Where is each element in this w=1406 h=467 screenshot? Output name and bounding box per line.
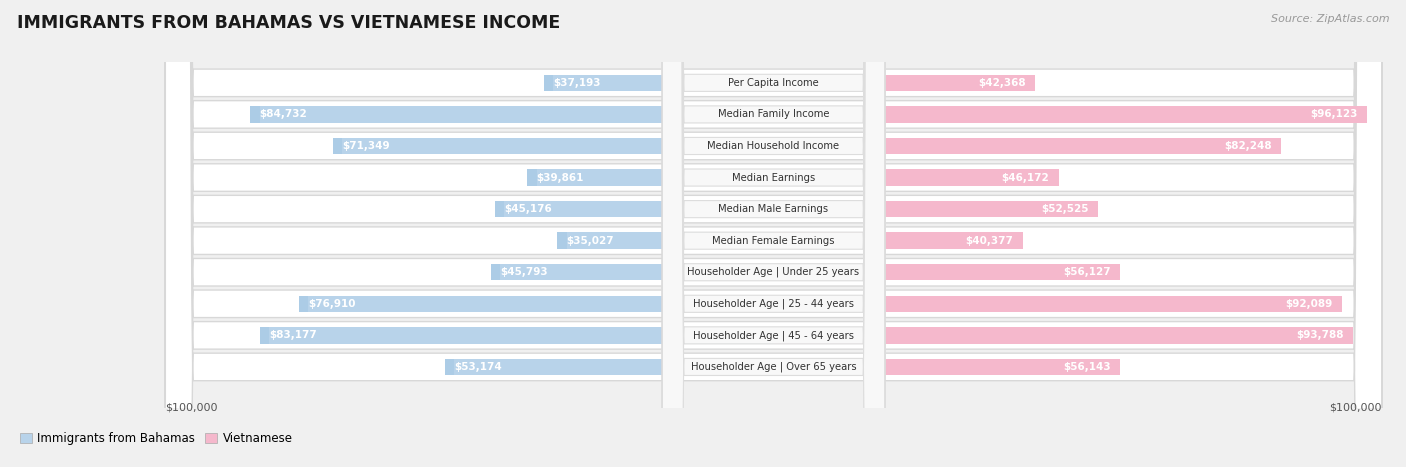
Bar bbox=[557, 233, 567, 249]
Text: Householder Age | Over 65 years: Householder Age | Over 65 years bbox=[690, 361, 856, 372]
FancyBboxPatch shape bbox=[662, 0, 884, 467]
Bar bbox=[773, 201, 1098, 217]
FancyBboxPatch shape bbox=[166, 0, 1382, 467]
Text: Householder Age | 25 - 44 years: Householder Age | 25 - 44 years bbox=[693, 298, 853, 309]
Text: $82,248: $82,248 bbox=[1225, 141, 1272, 151]
Bar bbox=[250, 106, 773, 123]
Text: Householder Age | Under 25 years: Householder Age | Under 25 years bbox=[688, 267, 859, 277]
Text: IMMIGRANTS FROM BAHAMAS VS VIETNAMESE INCOME: IMMIGRANTS FROM BAHAMAS VS VIETNAMESE IN… bbox=[17, 14, 560, 32]
FancyBboxPatch shape bbox=[662, 0, 884, 467]
Text: $56,143: $56,143 bbox=[1063, 362, 1111, 372]
Text: $93,788: $93,788 bbox=[1296, 330, 1343, 340]
Bar bbox=[298, 296, 773, 312]
Bar bbox=[773, 106, 1367, 123]
Text: $45,793: $45,793 bbox=[501, 267, 548, 277]
FancyBboxPatch shape bbox=[662, 0, 884, 467]
Text: $46,172: $46,172 bbox=[1001, 172, 1049, 183]
Text: $83,177: $83,177 bbox=[269, 330, 316, 340]
FancyBboxPatch shape bbox=[166, 0, 1382, 467]
FancyBboxPatch shape bbox=[662, 0, 884, 467]
Text: $100,000: $100,000 bbox=[1329, 403, 1382, 412]
FancyBboxPatch shape bbox=[166, 0, 1382, 467]
Bar bbox=[495, 201, 773, 217]
Text: $42,368: $42,368 bbox=[979, 78, 1026, 88]
Bar bbox=[773, 296, 1343, 312]
Bar bbox=[446, 359, 773, 375]
Text: Median Family Income: Median Family Income bbox=[718, 109, 830, 120]
FancyBboxPatch shape bbox=[166, 0, 1382, 467]
FancyBboxPatch shape bbox=[662, 0, 884, 467]
Text: $37,193: $37,193 bbox=[553, 78, 600, 88]
FancyBboxPatch shape bbox=[166, 0, 1382, 467]
Bar bbox=[773, 170, 1059, 186]
Text: Median Male Earnings: Median Male Earnings bbox=[718, 204, 828, 214]
Text: $56,127: $56,127 bbox=[1063, 267, 1111, 277]
Text: $53,174: $53,174 bbox=[454, 362, 502, 372]
Text: Median Earnings: Median Earnings bbox=[733, 172, 815, 183]
Text: $52,525: $52,525 bbox=[1040, 204, 1088, 214]
Bar bbox=[773, 138, 1281, 154]
Text: $45,176: $45,176 bbox=[503, 204, 551, 214]
FancyBboxPatch shape bbox=[166, 0, 1382, 467]
FancyBboxPatch shape bbox=[662, 0, 884, 467]
FancyBboxPatch shape bbox=[166, 0, 1382, 467]
FancyBboxPatch shape bbox=[662, 0, 884, 467]
Bar bbox=[773, 327, 1353, 344]
Bar bbox=[527, 170, 537, 186]
Text: $84,732: $84,732 bbox=[260, 109, 308, 120]
FancyBboxPatch shape bbox=[662, 0, 884, 467]
Bar bbox=[260, 327, 269, 344]
Bar bbox=[495, 201, 503, 217]
Bar bbox=[446, 359, 454, 375]
Bar bbox=[544, 75, 773, 91]
Text: $71,349: $71,349 bbox=[342, 141, 389, 151]
Bar bbox=[250, 106, 260, 123]
Text: Median Household Income: Median Household Income bbox=[707, 141, 839, 151]
Bar bbox=[491, 264, 501, 281]
Text: $92,089: $92,089 bbox=[1285, 299, 1333, 309]
Text: $76,910: $76,910 bbox=[308, 299, 356, 309]
Text: $40,377: $40,377 bbox=[966, 236, 1014, 246]
Text: Median Female Earnings: Median Female Earnings bbox=[713, 236, 835, 246]
FancyBboxPatch shape bbox=[166, 0, 1382, 467]
Text: Householder Age | 45 - 64 years: Householder Age | 45 - 64 years bbox=[693, 330, 853, 340]
FancyBboxPatch shape bbox=[662, 0, 884, 467]
Bar bbox=[544, 75, 553, 91]
Bar bbox=[773, 75, 1035, 91]
Bar bbox=[527, 170, 773, 186]
FancyBboxPatch shape bbox=[662, 0, 884, 467]
Bar bbox=[260, 327, 773, 344]
Text: $100,000: $100,000 bbox=[166, 403, 218, 412]
Text: $39,861: $39,861 bbox=[537, 172, 583, 183]
Bar bbox=[333, 138, 342, 154]
Text: Source: ZipAtlas.com: Source: ZipAtlas.com bbox=[1271, 14, 1389, 24]
Bar bbox=[333, 138, 773, 154]
Bar bbox=[557, 233, 773, 249]
Bar bbox=[298, 296, 308, 312]
FancyBboxPatch shape bbox=[166, 0, 1382, 467]
Text: Per Capita Income: Per Capita Income bbox=[728, 78, 818, 88]
Text: $35,027: $35,027 bbox=[567, 236, 614, 246]
Bar bbox=[773, 233, 1022, 249]
Bar bbox=[773, 264, 1121, 281]
Text: $96,123: $96,123 bbox=[1310, 109, 1358, 120]
Legend: Immigrants from Bahamas, Vietnamese: Immigrants from Bahamas, Vietnamese bbox=[15, 428, 297, 450]
Bar bbox=[773, 359, 1121, 375]
FancyBboxPatch shape bbox=[166, 0, 1382, 467]
Bar bbox=[491, 264, 773, 281]
